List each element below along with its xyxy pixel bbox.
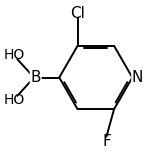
Text: F: F xyxy=(102,134,111,149)
Text: N: N xyxy=(132,70,143,85)
Text: HO: HO xyxy=(4,48,25,62)
Text: HO: HO xyxy=(4,93,25,107)
Text: Cl: Cl xyxy=(70,6,85,21)
Text: B: B xyxy=(30,70,41,85)
